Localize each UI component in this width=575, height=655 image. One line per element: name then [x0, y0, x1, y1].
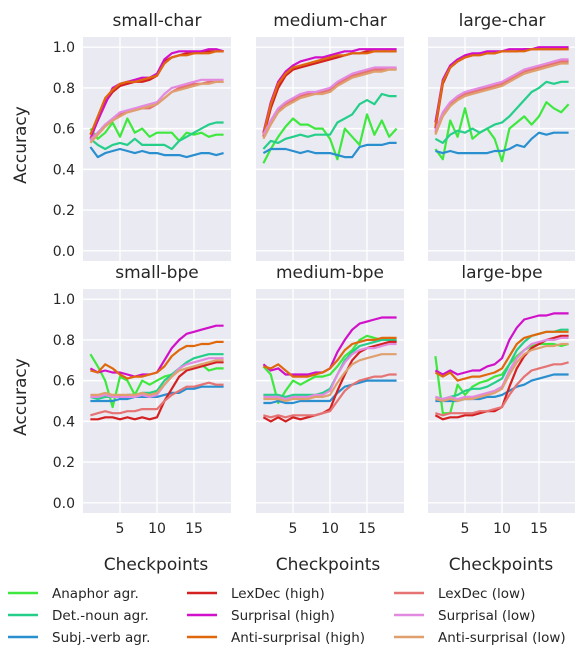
y-tick-label: 0.6: [53, 374, 75, 390]
y-tick-label: 0.0: [53, 496, 75, 512]
series-line-lexdec-low: [263, 373, 397, 419]
legend-item: LexDec (high): [187, 586, 325, 602]
series-line-surprisal-low: [262, 66, 397, 136]
legend-label: LexDec (low): [438, 586, 525, 602]
series-line-det-noun-agr: [434, 80, 569, 144]
y-tick-label: 1.0: [53, 40, 75, 56]
legend-item: Surprisal (high): [187, 608, 335, 624]
series-line-surprisal-low: [263, 342, 397, 401]
series-line-subj-verb-agr: [435, 131, 569, 155]
x-tick-label: 15: [185, 521, 203, 537]
series-line-det-noun-agr: [89, 121, 224, 151]
series-line-lexdec-high: [90, 361, 224, 421]
panel-title: large-char: [459, 11, 546, 31]
series-line-anaphor-agr: [89, 117, 224, 142]
panel-title: large-bpe: [461, 263, 542, 283]
panel-title: small-char: [113, 11, 202, 31]
y-tick-label: 0.4: [53, 162, 75, 178]
legend-item: Surprisal (low): [394, 608, 535, 624]
panel-small-bpe: 0.0 0.2 0.4 0.6 0.8 1.0 5 10 15 small-bpe: [53, 263, 231, 537]
legend-item: Det.-noun agr.: [8, 608, 149, 624]
x-tick-label: 5: [289, 521, 298, 537]
x-tick-label: 5: [461, 521, 470, 537]
y-axis-label-top: Accuracy: [11, 106, 31, 184]
x-tick-label: 10: [321, 521, 339, 537]
series-line-anti-surprisal-low: [263, 353, 397, 403]
y-tick-label: 0.0: [53, 244, 75, 260]
x-tick-label: 10: [148, 521, 166, 537]
series-line-lexdec-low: [435, 361, 569, 417]
legend-item: Anti-surprisal (low): [394, 630, 566, 646]
series-line-anaphor-agr: [434, 342, 569, 415]
panel-large-bpe: 5 10 15 large-bpe: [428, 263, 575, 537]
x-tick-label: 15: [530, 521, 548, 537]
series-line-anaphor-agr: [434, 101, 570, 163]
series-line-anti-surprisal-high: [90, 340, 224, 380]
series-line-lexdec-low: [262, 66, 397, 138]
series-line-anti-surprisal-low: [435, 342, 569, 403]
series-line-anti-surprisal-high: [263, 336, 397, 378]
x-axis-label-col1: Checkpoints: [104, 555, 209, 575]
panel-title: small-bpe: [115, 263, 198, 283]
series-line-anti-surprisal-low: [434, 62, 569, 136]
series-line-surprisal-high: [262, 48, 397, 133]
y-tick-label: 0.8: [53, 333, 75, 349]
series-line-det-noun-agr: [262, 92, 397, 150]
series-line-surprisal-low: [90, 357, 224, 398]
y-axis-label-bottom: Accuracy: [11, 358, 31, 436]
legend-label: Anti-surprisal (high): [231, 630, 365, 646]
series-line-surprisal-high: [434, 312, 569, 376]
series-line-lexdec-high: [262, 340, 397, 423]
y-tick-label: 0.2: [53, 203, 75, 219]
series-line-subj-verb-agr: [89, 146, 224, 159]
series-line-lexdec-low: [434, 60, 569, 134]
shared-labels: Accuracy Accuracy Checkpoints Checkpoint…: [11, 106, 553, 575]
series-line-subj-verb-agr: [262, 141, 397, 159]
series-line-anti-surprisal-low: [262, 68, 397, 140]
panel-medium-char: medium-char: [256, 11, 404, 261]
legend-label: Subj.-verb agr.: [52, 630, 150, 646]
x-tick-label: 5: [116, 521, 125, 537]
legend-item: Anti-surprisal (high): [187, 630, 365, 646]
y-tick-label: 0.6: [53, 122, 75, 138]
legend-item: LexDec (low): [394, 586, 525, 602]
y-tick-label: 0.2: [53, 455, 75, 471]
panel-large-char: large-char: [428, 11, 575, 261]
legend-item: Anaphor agr.: [8, 586, 139, 602]
series-line-subj-verb-agr: [263, 379, 397, 405]
legend-item: Subj.-verb agr.: [8, 630, 150, 646]
series-line-anaphor-agr: [262, 113, 398, 164]
legend-label: Anaphor agr.: [52, 586, 139, 602]
legend-label: Surprisal (high): [231, 608, 335, 624]
x-axis-label-col3: Checkpoints: [449, 555, 554, 575]
panel-grid: 0.0 0.2 0.4 0.6 0.8 1.0 small-char medium-char l…: [53, 11, 575, 537]
x-tick-label: 10: [493, 521, 511, 537]
y-tick-label: 0.4: [53, 414, 75, 430]
series-line-anti-surprisal-low: [90, 359, 224, 396]
series-line-anaphor-agr: [262, 334, 398, 405]
panel-medium-bpe: 5 10 15 medium-bpe: [256, 263, 404, 537]
y-tick-label: 1.0: [53, 292, 75, 308]
legend-label: LexDec (high): [231, 586, 325, 602]
series-line-anti-surprisal-high: [262, 50, 397, 135]
series-line-subj-verb-agr: [90, 385, 224, 403]
legend-label: Surprisal (low): [438, 608, 535, 624]
x-tick-label: 15: [358, 521, 376, 537]
legend-label: Anti-surprisal (low): [438, 630, 566, 646]
legend: Anaphor agr. Det.-noun agr. Subj.-verb agr…: [8, 586, 566, 646]
series-line-anti-surprisal-high: [89, 50, 224, 136]
series-line-anti-surprisal-high: [434, 48, 569, 127]
series-line-surprisal-low: [434, 58, 569, 132]
y-tick-label: 0.8: [53, 81, 75, 97]
legend-label: Det.-noun agr.: [52, 608, 149, 624]
series-line-lexdec-low: [90, 381, 224, 417]
series-line-anti-surprisal-high: [434, 330, 569, 382]
panel-small-char: 0.0 0.2 0.4 0.6 0.8 1.0 small-char: [53, 11, 231, 261]
series-line-surprisal-low: [89, 78, 224, 142]
series-line-anti-surprisal-low: [89, 80, 224, 144]
x-axis-label-col2: Checkpoints: [276, 555, 381, 575]
panel-title: medium-bpe: [276, 263, 384, 283]
panel-title: medium-char: [273, 11, 387, 31]
